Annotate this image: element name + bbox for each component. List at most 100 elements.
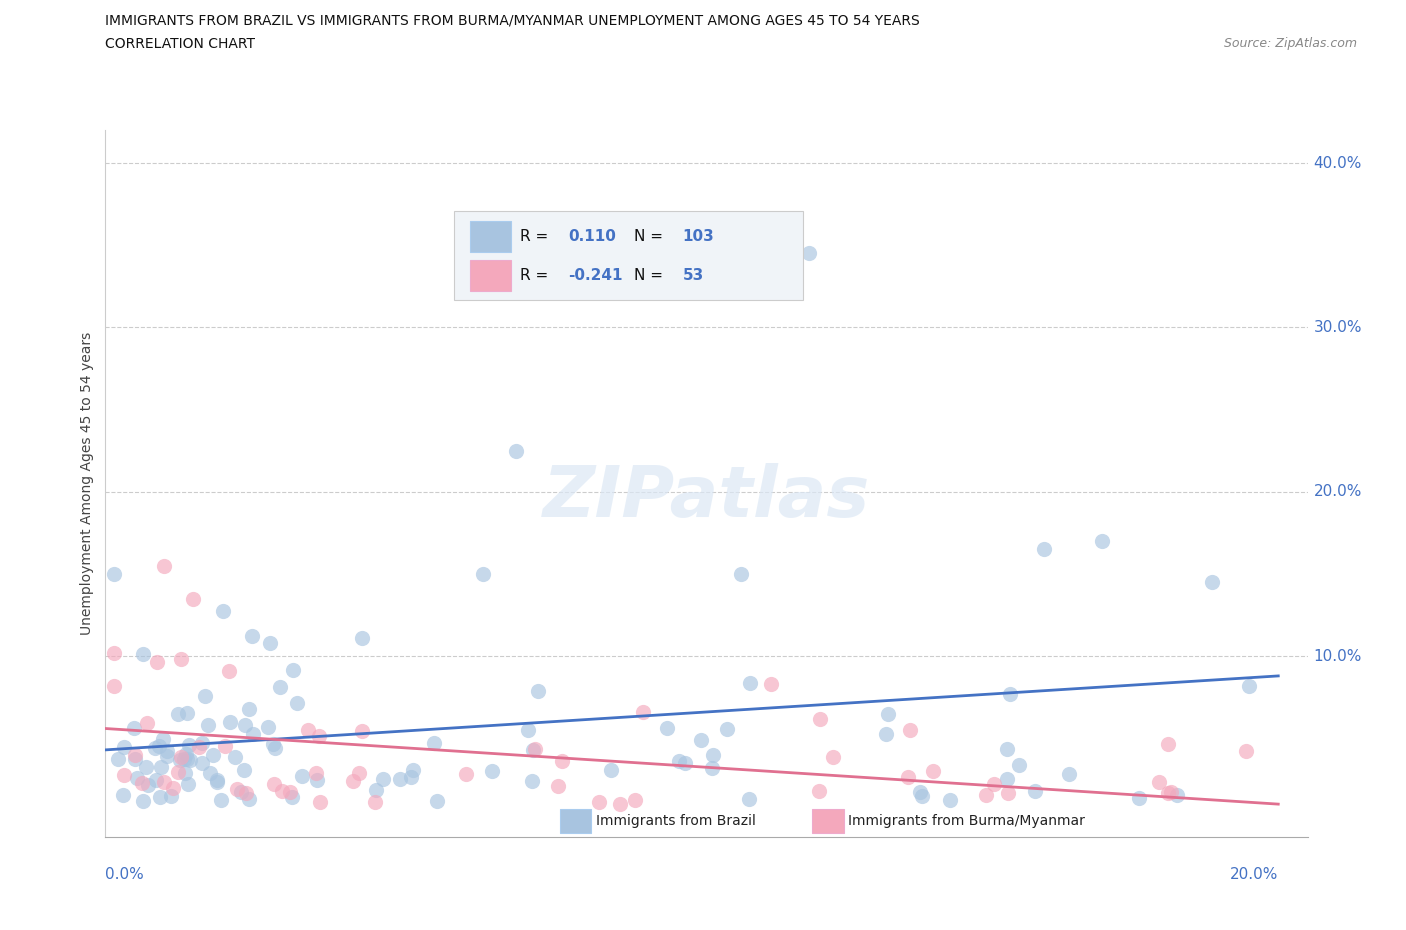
Point	[1091, 534, 1114, 549]
Point	[240, 629, 263, 644]
Point	[224, 750, 246, 764]
Point	[1160, 785, 1182, 800]
Point	[283, 663, 305, 678]
Point	[131, 776, 153, 790]
Point	[263, 777, 285, 791]
Point	[149, 790, 172, 804]
Point	[187, 739, 209, 754]
Point	[201, 747, 224, 762]
Point	[152, 731, 174, 746]
Point	[1237, 678, 1260, 693]
Text: 30.0%: 30.0%	[1313, 320, 1362, 335]
Point	[609, 796, 631, 811]
Point	[655, 721, 678, 736]
Point	[505, 444, 527, 458]
Point	[269, 679, 291, 694]
Point	[197, 717, 219, 732]
Point	[212, 604, 235, 618]
Text: 0.0%: 0.0%	[105, 867, 145, 882]
Point	[176, 751, 198, 766]
Point	[305, 773, 328, 788]
Point	[190, 755, 212, 770]
Point	[194, 688, 217, 703]
Point	[256, 720, 278, 735]
Point	[177, 777, 200, 791]
Point	[668, 754, 690, 769]
Point	[156, 749, 179, 764]
Point	[112, 768, 135, 783]
Point	[112, 788, 135, 803]
Point	[112, 739, 135, 754]
Point	[242, 726, 264, 741]
Text: 20.0%: 20.0%	[1230, 867, 1278, 882]
Point	[350, 724, 373, 738]
Point	[238, 791, 260, 806]
Point	[1008, 758, 1031, 773]
Point	[797, 246, 820, 261]
Point	[143, 740, 166, 755]
Point	[153, 775, 176, 790]
Point	[898, 723, 921, 737]
Point	[700, 761, 723, 776]
Point	[808, 712, 831, 727]
FancyBboxPatch shape	[560, 809, 591, 832]
Point	[297, 722, 319, 737]
Point	[166, 764, 188, 779]
Point	[148, 738, 170, 753]
Point	[205, 775, 228, 790]
Point	[124, 751, 146, 766]
Point	[103, 645, 125, 660]
Point	[527, 684, 550, 698]
Point	[624, 792, 647, 807]
Point	[145, 773, 167, 788]
Point	[897, 770, 920, 785]
Text: 0.110: 0.110	[568, 229, 616, 244]
Point	[1201, 575, 1223, 590]
Text: Immigrants from Brazil: Immigrants from Brazil	[596, 814, 756, 828]
Point	[170, 652, 193, 667]
Point	[551, 754, 574, 769]
Text: ZIPatlas: ZIPatlas	[543, 463, 870, 532]
Point	[399, 769, 422, 784]
Point	[259, 636, 281, 651]
Point	[702, 748, 724, 763]
Point	[481, 764, 503, 779]
Point	[761, 677, 783, 692]
Point	[233, 718, 256, 733]
Point	[156, 744, 179, 759]
FancyBboxPatch shape	[454, 211, 803, 299]
Text: IMMIGRANTS FROM BRAZIL VS IMMIGRANTS FROM BURMA/MYANMAR UNEMPLOYMENT AMONG AGES : IMMIGRANTS FROM BRAZIL VS IMMIGRANTS FRO…	[105, 14, 920, 28]
Point	[238, 701, 260, 716]
Point	[823, 750, 845, 764]
Point	[738, 791, 761, 806]
Point	[366, 783, 388, 798]
Point	[122, 721, 145, 736]
Point	[1166, 788, 1188, 803]
Point	[673, 756, 696, 771]
Point	[153, 558, 176, 573]
Text: 53: 53	[682, 268, 704, 283]
Text: 20.0%: 20.0%	[1313, 485, 1362, 499]
Point	[170, 750, 193, 764]
Point	[285, 696, 308, 711]
Point	[1157, 737, 1180, 751]
Point	[974, 788, 997, 803]
Point	[997, 786, 1019, 801]
Point	[588, 794, 610, 809]
Point	[910, 785, 932, 800]
Point	[471, 566, 494, 581]
Point	[219, 715, 242, 730]
Point	[1128, 790, 1150, 805]
Point	[939, 792, 962, 807]
Point	[921, 764, 943, 778]
Point	[347, 765, 370, 780]
Point	[262, 737, 284, 751]
Point	[808, 784, 831, 799]
Point	[522, 742, 544, 757]
Point	[198, 766, 221, 781]
Point	[124, 748, 146, 763]
Point	[167, 706, 190, 721]
Text: R =: R =	[520, 268, 548, 283]
Point	[179, 753, 201, 768]
Point	[877, 707, 900, 722]
